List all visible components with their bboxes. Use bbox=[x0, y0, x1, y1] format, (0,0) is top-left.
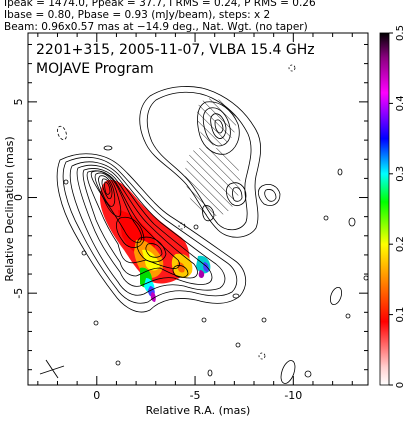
y-axis: 5 0 -5 bbox=[12, 43, 368, 371]
x-tick-label: -5 bbox=[190, 389, 201, 402]
image-content bbox=[39, 64, 368, 384]
x-tick-label: 0 bbox=[93, 389, 100, 402]
header-line-1: Ipeak = 1474.0, Ppeak = 37.7, I RMS = 0.… bbox=[4, 0, 316, 9]
y-tick-label: -5 bbox=[12, 288, 25, 299]
header-line-2: Ibase = 0.80, Pbase = 0.93 (mJy/beam), s… bbox=[4, 9, 271, 21]
plot-title-line-1: 2201+315, 2005-11-07, VLBA 15.4 GHz bbox=[36, 42, 315, 58]
hatched-region-north bbox=[196, 98, 237, 146]
colorbar-tick-label: 0.2 bbox=[395, 236, 406, 252]
colorbar-tick-label: 0 bbox=[395, 382, 406, 388]
y-tick-label: 0 bbox=[12, 194, 25, 201]
x-tick-label: -10 bbox=[284, 389, 302, 402]
y-tick-label: 5 bbox=[12, 98, 25, 105]
colorbar-tick-label: 0.3 bbox=[395, 166, 406, 182]
plot-frame bbox=[27, 32, 369, 386]
beam-marker bbox=[39, 359, 65, 379]
hatched-region bbox=[185, 146, 241, 217]
colorbar bbox=[379, 32, 390, 386]
x-axis-label: Relative R.A. (mas) bbox=[146, 404, 251, 417]
colorbar-tick-label: 0.5 bbox=[395, 25, 406, 41]
y-axis-label: Relative Declination (mas) bbox=[3, 136, 16, 281]
x-axis: 0 -5 -10 bbox=[37, 33, 353, 402]
colorbar-ticks: 0 0.1 0.2 0.3 0.4 0.5 bbox=[389, 25, 406, 388]
header-line-3: Beam: 0.96x0.57 mas at −14.9 deg., Nat. … bbox=[4, 21, 308, 33]
noise-contours bbox=[57, 64, 368, 384]
colorbar-tick-label: 0.1 bbox=[395, 307, 406, 323]
plot-title-line-2: MOJAVE Program bbox=[36, 61, 154, 77]
polarization-color-map bbox=[100, 179, 211, 302]
colorbar-tick-label: 0.4 bbox=[395, 95, 406, 111]
